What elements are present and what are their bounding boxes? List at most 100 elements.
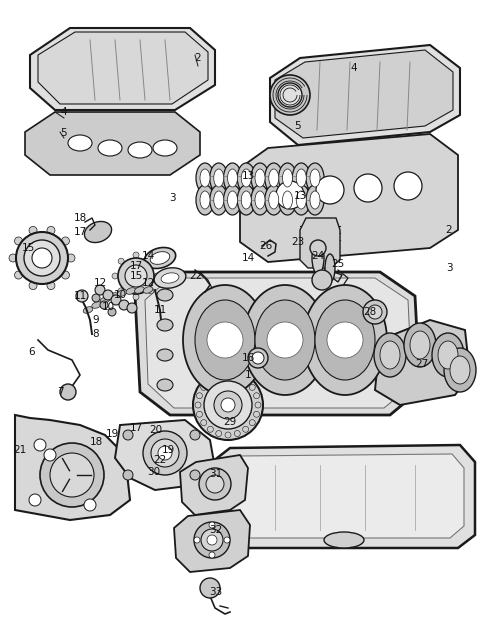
Ellipse shape [268,169,278,187]
Text: 14: 14 [241,253,254,263]
Circle shape [215,374,221,379]
Circle shape [253,412,259,417]
Ellipse shape [196,185,213,215]
Circle shape [76,290,88,302]
Ellipse shape [152,140,177,156]
Text: 23: 23 [291,237,304,247]
Circle shape [200,529,223,551]
Ellipse shape [309,169,319,187]
Text: 6: 6 [29,347,35,357]
Ellipse shape [296,169,305,187]
Ellipse shape [209,163,227,193]
Ellipse shape [157,319,173,331]
Circle shape [108,308,116,316]
Ellipse shape [84,221,111,242]
Circle shape [67,254,75,262]
Ellipse shape [241,169,251,187]
Ellipse shape [324,254,334,282]
Circle shape [200,420,206,426]
Ellipse shape [379,341,399,369]
Ellipse shape [213,191,223,209]
Ellipse shape [68,135,92,151]
Ellipse shape [242,285,326,395]
Text: 10: 10 [101,302,114,312]
Circle shape [47,226,55,235]
Polygon shape [180,455,247,515]
Circle shape [133,252,139,258]
Polygon shape [145,278,411,408]
Circle shape [393,172,421,200]
Circle shape [100,301,108,309]
Circle shape [249,385,255,390]
Ellipse shape [195,300,255,380]
Ellipse shape [213,169,223,187]
Polygon shape [38,32,208,104]
Text: 4: 4 [60,107,67,117]
Ellipse shape [98,140,122,156]
Ellipse shape [449,356,469,384]
Circle shape [247,348,268,368]
Text: 12: 12 [93,278,106,288]
Ellipse shape [251,163,269,193]
Circle shape [207,322,242,358]
Text: 28: 28 [363,307,376,317]
Ellipse shape [282,169,292,187]
Ellipse shape [109,293,118,299]
Ellipse shape [314,300,374,380]
Circle shape [309,240,325,256]
Text: 18: 18 [89,437,103,447]
Text: 9: 9 [92,315,99,325]
Circle shape [9,254,17,262]
Ellipse shape [135,287,144,293]
Text: 25: 25 [331,259,344,269]
Circle shape [148,288,153,294]
Circle shape [15,237,22,245]
Circle shape [34,439,46,451]
Text: 3: 3 [445,263,452,273]
Ellipse shape [237,185,255,215]
Text: 16: 16 [241,353,254,363]
Circle shape [119,300,129,310]
Circle shape [95,285,105,295]
Ellipse shape [278,163,296,193]
Text: 5: 5 [60,128,67,138]
Text: 11: 11 [153,305,166,315]
Circle shape [127,303,136,313]
Ellipse shape [91,302,101,308]
Circle shape [143,431,187,475]
Circle shape [61,237,69,245]
Circle shape [118,258,124,264]
Circle shape [200,385,206,390]
Text: 17: 17 [129,261,142,271]
Circle shape [204,381,252,429]
Text: 5: 5 [294,121,301,131]
Circle shape [196,412,202,417]
Circle shape [84,499,96,511]
Text: 12: 12 [141,278,154,288]
Circle shape [29,282,37,289]
Text: 19: 19 [161,445,174,455]
Circle shape [60,384,76,400]
Ellipse shape [311,242,323,274]
Text: 32: 32 [209,525,222,535]
Polygon shape [174,510,249,572]
Text: 22: 22 [153,455,166,465]
Circle shape [133,294,139,300]
Circle shape [225,372,230,378]
Ellipse shape [268,191,278,209]
Polygon shape [212,445,474,548]
Ellipse shape [282,191,292,209]
Circle shape [32,248,52,268]
Circle shape [154,273,160,279]
Circle shape [194,537,199,543]
Polygon shape [30,28,214,110]
Polygon shape [135,272,419,415]
Circle shape [213,391,242,419]
Text: 15: 15 [21,243,34,253]
Text: 4: 4 [350,63,357,73]
Ellipse shape [199,191,210,209]
Circle shape [92,294,100,302]
Circle shape [24,240,60,276]
Ellipse shape [431,333,463,377]
Circle shape [61,271,69,279]
